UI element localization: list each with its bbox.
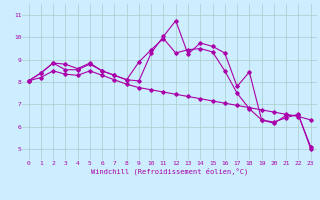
- X-axis label: Windchill (Refroidissement éolien,°C): Windchill (Refroidissement éolien,°C): [91, 167, 248, 175]
